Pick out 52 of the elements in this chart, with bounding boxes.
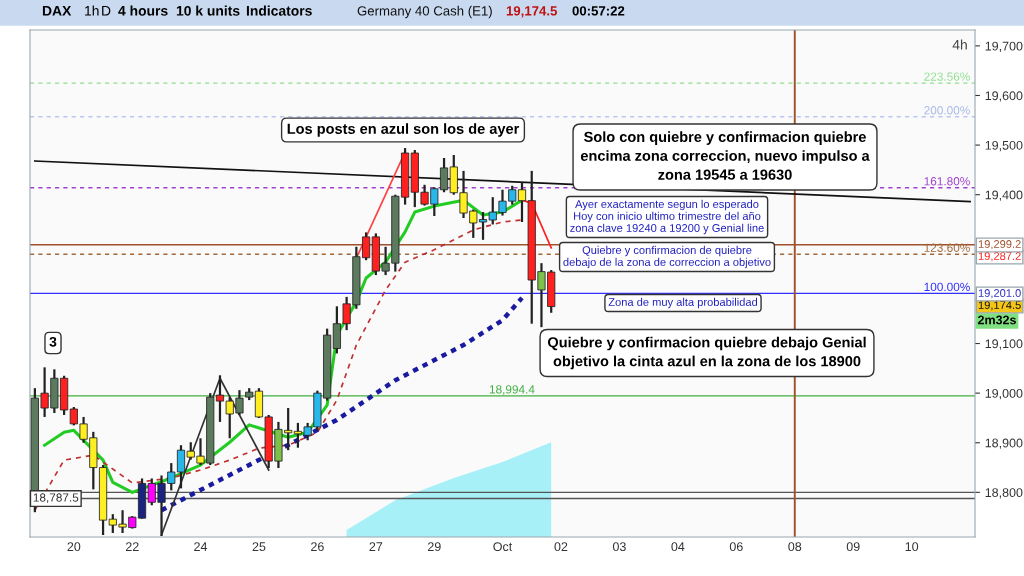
text: 1h bbox=[85, 5, 99, 16]
chart-title: Germany 40 Cash (E1) bbox=[357, 5, 492, 19]
text: 10 k units bbox=[176, 5, 240, 16]
annotation: Ayer exactamente segun lo esperado Hoy con inicio ultimo trimestre del año zona clave 19240 a 19200 y Genial line bbox=[570, 199, 764, 235]
text: 19,287.2 bbox=[978, 252, 1021, 262]
x-tick-label: 22 bbox=[125, 542, 139, 551]
annotation: 18,787.5 bbox=[33, 493, 79, 504]
x-tick-label: 25 bbox=[252, 542, 266, 552]
text: D bbox=[102, 6, 111, 16]
text: 19,174.5 bbox=[978, 301, 1021, 311]
x-tick-label: Oct bbox=[493, 542, 513, 552]
annotation: 123.60% bbox=[924, 243, 970, 252]
y-tick-label: 19,000 bbox=[985, 388, 1023, 400]
annotation: Los posts en azul son los de ayer bbox=[287, 123, 520, 137]
annotation: 18,994.4 bbox=[489, 385, 535, 395]
text: 00:57:22 bbox=[572, 6, 625, 16]
text: 2m32s bbox=[977, 315, 1016, 325]
text: 4 hours bbox=[118, 5, 168, 16]
annotation: 3 bbox=[49, 336, 57, 347]
x-tick-label: 08 bbox=[788, 542, 802, 552]
annotation: 161.80% bbox=[924, 177, 970, 186]
text: 19,201.0 bbox=[978, 289, 1021, 299]
x-tick-label: 03 bbox=[612, 542, 626, 552]
text: Indicators bbox=[246, 5, 312, 16]
x-tick-label: 27 bbox=[369, 542, 383, 551]
x-tick-label: 26 bbox=[311, 542, 324, 552]
annotation: 4h bbox=[952, 39, 967, 50]
annotation: 100.00% bbox=[924, 282, 970, 292]
y-tick-label: 18,800 bbox=[985, 488, 1023, 499]
y-tick-label: 19,600 bbox=[985, 91, 1023, 102]
x-tick-label: 09 bbox=[846, 542, 860, 552]
x-tick-label: 10 bbox=[905, 542, 919, 552]
x-tick-label: 02 bbox=[554, 542, 568, 552]
annotation: Solo con quiebre y confirmacion quiebre encima zona correccion, nuevo impulso a zona 19545 a 19630 bbox=[580, 131, 870, 180]
x-tick-label: 29 bbox=[427, 542, 441, 552]
y-tick-label: 18,900 bbox=[985, 438, 1023, 449]
annotation: 200.00% bbox=[924, 106, 970, 115]
x-tick-label: 06 bbox=[729, 542, 743, 552]
annotation: Quiebre y confirmacion de quiebre debajo de la zona de correccion a objetivo bbox=[563, 245, 771, 269]
y-tick-label: 19,500 bbox=[985, 140, 1023, 152]
y-tick-label: 19,400 bbox=[985, 190, 1023, 201]
text: 19,299.2 bbox=[978, 240, 1021, 250]
y-tick-label: 19,100 bbox=[985, 339, 1023, 350]
x-tick-label: 24 bbox=[194, 542, 208, 551]
text: 19,174.5 bbox=[506, 6, 557, 18]
text: DAX bbox=[42, 6, 72, 16]
annotation: Quiebre y confirmacion quiebre debajo Genial objetivo la cinta azul en la zona de los 18900 bbox=[547, 336, 866, 370]
y-tick-label: 19,700 bbox=[985, 41, 1023, 52]
annotation: 223.56% bbox=[924, 72, 970, 81]
x-tick-label: 04 bbox=[671, 542, 685, 552]
x-tick-label: 20 bbox=[67, 542, 81, 552]
annotation: Zona de muy alta probabilidad bbox=[608, 297, 758, 309]
